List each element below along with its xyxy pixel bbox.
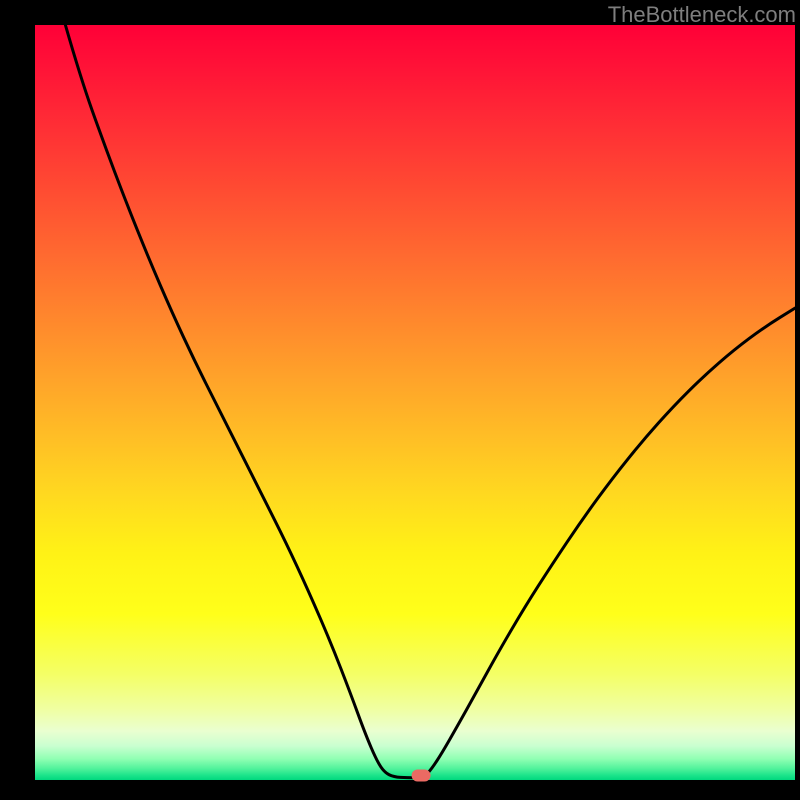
optimal-point-marker xyxy=(412,769,431,781)
plot-background xyxy=(35,25,795,780)
bottleneck-chart xyxy=(0,0,800,800)
